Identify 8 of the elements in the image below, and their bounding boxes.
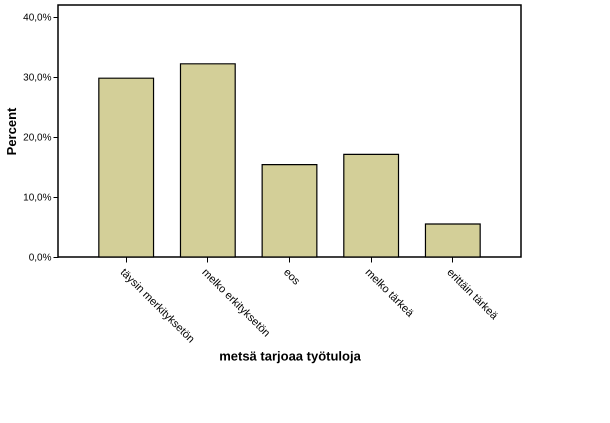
x-tick-label: eos — [281, 266, 302, 288]
y-tick-label: 0,0% — [28, 252, 52, 264]
y-axis-title: Percent — [4, 106, 20, 156]
x-axis-title: metsä tarjoaa työtuloja — [219, 348, 362, 364]
y-tick-label: 30,0% — [23, 72, 52, 84]
y-tick-label: 40,0% — [23, 12, 52, 24]
y-tick-label: 20,0% — [23, 132, 52, 144]
y-tick-label: 10,0% — [23, 192, 52, 204]
